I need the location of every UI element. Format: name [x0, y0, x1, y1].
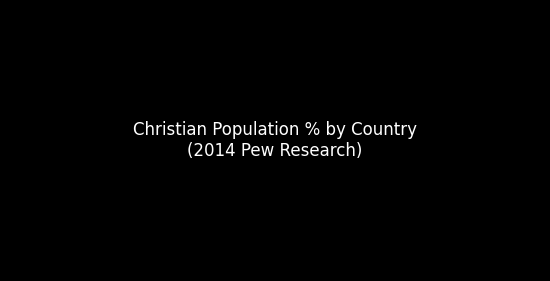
Text: Christian Population % by Country
(2014 Pew Research): Christian Population % by Country (2014 … [133, 121, 417, 160]
